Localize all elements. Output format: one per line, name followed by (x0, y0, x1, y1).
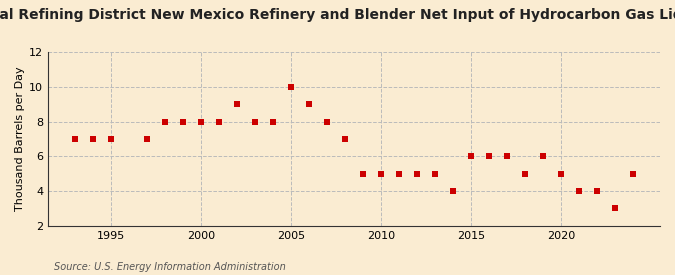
Point (394, 172, 404, 176)
Point (610, 206, 620, 211)
Point (214, 119, 225, 124)
Point (232, 102, 242, 106)
Point (268, 119, 279, 124)
Point (70, 137, 80, 141)
Point (106, 137, 117, 141)
Point (537, 154, 548, 158)
Point (160, 119, 171, 124)
Point (178, 119, 188, 124)
Text: Annual Refining District New Mexico Refinery and Blender Net Input of Hydrocarbo: Annual Refining District New Mexico Refi… (0, 8, 675, 22)
Point (322, 119, 333, 124)
Point (448, 189, 458, 193)
Point (88, 137, 99, 141)
Point (358, 172, 369, 176)
Point (376, 172, 387, 176)
Point (556, 172, 566, 176)
Point (502, 154, 512, 158)
Point (574, 189, 585, 193)
Y-axis label: Thousand Barrels per Day: Thousand Barrels per Day (15, 67, 25, 211)
Point (430, 172, 441, 176)
Point (286, 85, 296, 89)
Text: Source: U.S. Energy Information Administration: Source: U.S. Energy Information Administ… (54, 262, 286, 272)
Point (628, 172, 639, 176)
Point (304, 102, 315, 106)
Point (142, 137, 153, 141)
Point (484, 154, 495, 158)
Point (250, 119, 261, 124)
Point (591, 189, 602, 193)
Point (466, 154, 477, 158)
Point (412, 172, 423, 176)
Point (520, 172, 531, 176)
Point (196, 119, 207, 124)
Point (340, 137, 350, 141)
